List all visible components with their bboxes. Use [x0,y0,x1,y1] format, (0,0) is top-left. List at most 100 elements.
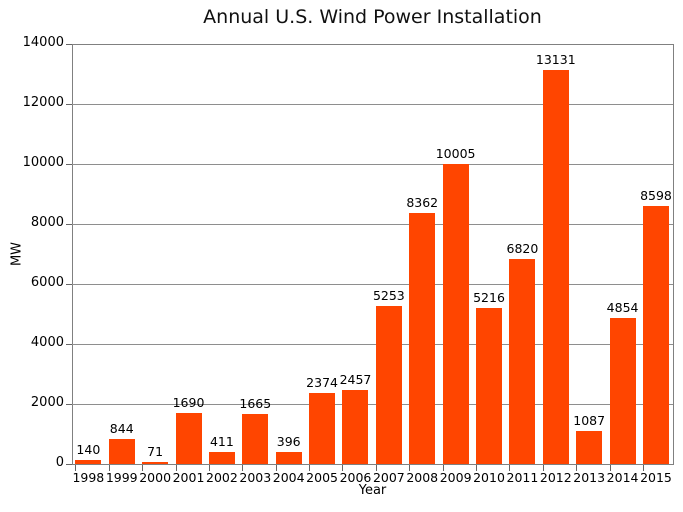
bar [442,163,469,464]
bar-value-label: 5253 [372,288,405,304]
x-axis-tick [142,465,144,471]
gridline [72,223,673,225]
bar-value-label: 2374 [306,374,338,390]
chart-title: Annual U.S. Wind Power Installation [203,6,542,28]
bar-value-label: 411 [209,433,234,449]
x-tick-label: 2014 [606,470,639,485]
bar-value-label: 1690 [172,395,205,411]
x-axis-tick [442,465,444,471]
x-axis-tick [642,465,644,471]
x-axis-tick [476,465,477,471]
x-axis-tick [208,465,210,471]
x-tick-label: 2011 [506,470,539,485]
y-tick-label: 6000 [30,275,64,290]
x-tick-label: 2015 [640,470,672,485]
x-axis-tick [242,465,244,471]
bar [542,70,569,464]
x-tick-label: 2009 [439,470,472,485]
y-tick-label: 14000 [22,35,64,50]
bar [208,451,235,464]
x-tick-label: 2002 [206,470,238,485]
bar [275,452,302,464]
x-tick-label: 2006 [339,470,372,485]
gridline [72,103,673,105]
bar-value-label: 8362 [406,195,439,211]
x-axis-tick [509,465,511,471]
bar-value-label: 6820 [506,241,539,257]
y-axis-tick [66,403,72,405]
bar [576,431,603,464]
bar [642,206,669,464]
y-axis-tick [66,103,72,105]
y-tick-label: 4000 [30,335,64,350]
bar-value-label: 5216 [473,289,505,305]
x-axis-tick [275,465,277,471]
y-tick-label: 8000 [30,215,64,230]
x-tick-label: 2007 [372,470,405,485]
bar [75,459,102,464]
x-axis-tick [609,465,611,471]
bottom-spine [72,464,674,465]
bar-value-label: 1087 [573,413,606,429]
bar-value-label: 140 [76,441,101,457]
bar [509,259,536,464]
y-axis-tick [66,163,72,165]
x-tick-label: 2001 [172,470,205,485]
bar [175,413,202,464]
bar [242,414,269,464]
bar [409,213,436,464]
x-axis-label: Year [358,483,387,498]
x-tick-label: 2010 [473,470,505,485]
y-axis-tick [66,343,72,345]
x-axis-tick [542,465,544,471]
bar [309,392,336,464]
x-axis-tick [409,465,411,471]
gridline [72,343,673,345]
bar-value-label: 13131 [535,52,576,68]
bar [375,306,402,464]
x-tick-label: 2003 [239,470,272,485]
y-axis-tick [66,43,72,45]
y-tick-label: 10000 [22,155,64,170]
x-axis-tick [375,465,377,471]
left-spine [72,44,73,465]
bar-value-label: 8598 [640,188,672,204]
gridline [72,283,673,285]
y-tick-label: 2000 [30,395,64,410]
y-tick-label: 12000 [22,95,64,110]
x-tick-label: 1999 [105,470,138,485]
bar [476,307,503,464]
x-tick-label: 2012 [539,470,572,485]
bar-value-label: 10005 [435,145,476,161]
y-axis-label: MW [9,241,25,267]
x-tick-label: 2004 [272,470,305,485]
x-axis-tick [108,465,110,471]
bar [609,318,636,464]
x-tick-label: 1998 [72,470,105,485]
x-tick-label: 2008 [406,470,439,485]
bar-value-label: 2457 [339,372,372,388]
y-axis-tick [66,283,72,285]
bar [142,461,169,464]
bar-value-label: 396 [276,434,301,450]
bar-value-label: 1665 [239,396,272,412]
bar [342,390,369,464]
bar-value-label: 844 [109,420,134,436]
y-tick-label: 0 [55,455,64,470]
right-spine [673,44,674,465]
gridline [72,163,673,165]
x-tick-label: 2013 [573,470,606,485]
x-tick-label: 2005 [306,470,338,485]
x-axis-tick [342,465,344,471]
top-spine [72,44,674,45]
gridline [72,403,673,405]
bar-value-label: 4854 [606,300,639,316]
x-axis-tick [75,465,77,471]
y-axis-tick [66,223,72,225]
x-axis-tick [576,465,578,471]
x-tick-label: 2000 [139,470,172,485]
bar [108,438,135,464]
bar-value-label: 71 [147,443,164,459]
y-axis-tick [66,463,72,465]
